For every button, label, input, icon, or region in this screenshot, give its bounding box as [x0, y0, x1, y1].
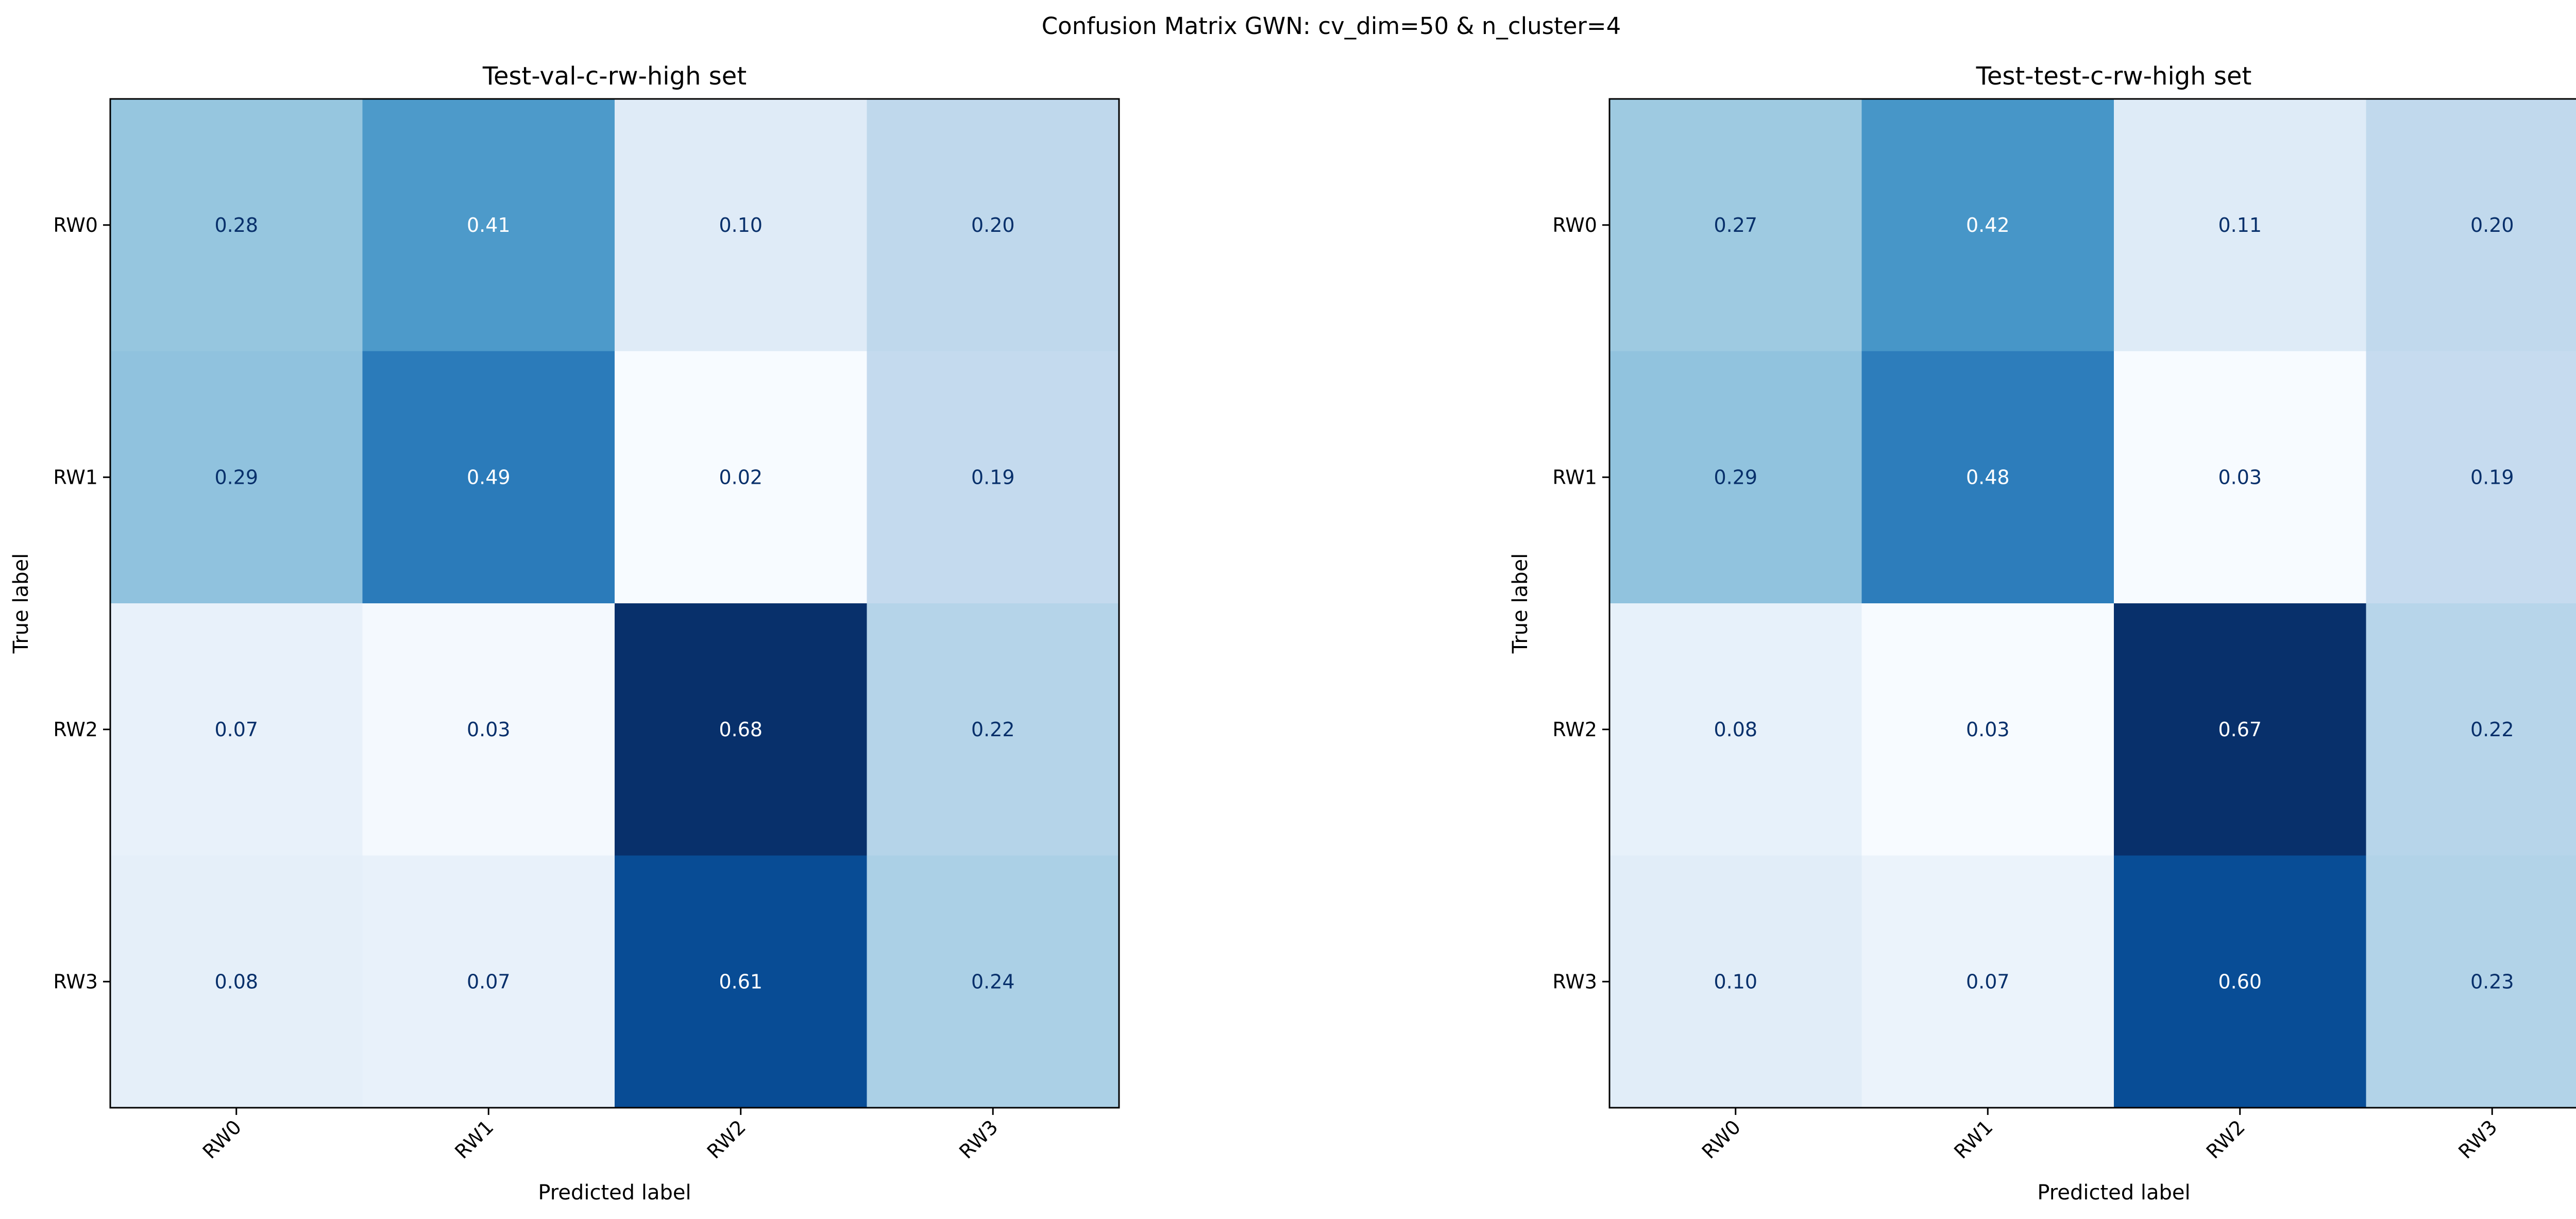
heatmap-cell: [2114, 99, 2366, 351]
heatmap-cell: [2366, 855, 2576, 1108]
panel-title: Test-test-c-rw-high set: [1976, 62, 2252, 91]
heatmap-cell: [1609, 855, 1862, 1108]
x-axis-label: Predicted label: [2037, 1181, 2190, 1205]
heatmap-cell: [362, 351, 615, 604]
heatmap-cell: [2366, 99, 2576, 351]
heatmap-cell: [1861, 351, 2114, 604]
cell-value-label: 0.19: [2470, 466, 2514, 488]
cell-value-label: 0.07: [1966, 970, 2010, 993]
heatmap-cell: [867, 351, 1120, 604]
cell-value-label: 0.07: [467, 970, 511, 993]
cell-value-label: 0.29: [1714, 466, 1757, 488]
cell-value-label: 0.03: [2218, 466, 2262, 488]
heatmap-cell: [867, 603, 1120, 856]
cell-value-label: 0.29: [214, 466, 258, 488]
plot-frame: [1608, 98, 2576, 1109]
cell-value-label: 0.23: [2470, 970, 2514, 993]
heatmap-panel-2: 0.27 0.42 0.11 0.20 0.29 0.48 0.03 0.19 0.08 0.03…: [1509, 62, 2576, 1205]
cell-value-label: 0.22: [971, 718, 1015, 741]
heatmap-cell: [2114, 351, 2366, 604]
y-tick-label: RW3: [1552, 970, 1597, 993]
cell-value-label: 0.27: [1714, 214, 1757, 236]
plot-frame: [109, 98, 1120, 1109]
cell-value-label: 0.11: [2218, 214, 2262, 236]
heatmap-cell: [1609, 99, 1862, 351]
y-tick-label: RW1: [1552, 466, 1597, 488]
heatmap-cell: [1861, 99, 2114, 351]
heatmap-cell: [1609, 603, 1862, 856]
cell-value-label: 0.08: [1714, 718, 1757, 741]
heatmap-cell: [615, 99, 867, 351]
heatmap-cell: [362, 99, 615, 351]
cell-value-label: 0.03: [467, 718, 511, 741]
cell-value-label: 0.10: [1714, 970, 1757, 993]
heatmap-cell: [615, 855, 867, 1108]
panel-title: Test-val-c-rw-high set: [482, 62, 747, 91]
y-tick-label: RW0: [53, 214, 98, 236]
cell-value-label: 0.19: [971, 466, 1015, 488]
heatmap-cell: [615, 603, 867, 856]
cell-value-label: 0.07: [214, 718, 258, 741]
y-tick-label: RW2: [1552, 718, 1597, 741]
x-axis-label: Predicted label: [538, 1181, 691, 1205]
cell-value-label: 0.08: [214, 970, 258, 993]
heatmap-cell: [2366, 351, 2576, 604]
heatmap-panel-1: 0.28 0.41 0.10 0.20 0.29 0.49 0.02 0.19 0.07 0.03…: [9, 62, 1120, 1205]
heatmap-cell: [110, 351, 363, 604]
heatmap-cell: [1861, 603, 2114, 856]
cell-value-label: 0.68: [719, 718, 762, 741]
heatmap-cell: [867, 855, 1120, 1108]
y-tick-label: RW3: [53, 970, 98, 993]
y-axis-label: True label: [1509, 553, 1532, 654]
panels: 0.28 0.41 0.10 0.20 0.29 0.49 0.02 0.19 0.07 0.03…: [9, 62, 2576, 1205]
heatmap-cell: [1861, 855, 2114, 1108]
heatmap-cell: [1609, 351, 1862, 604]
cell-value-label: 0.28: [214, 214, 258, 236]
heatmap-cell: [110, 99, 363, 351]
cell-value-label: 0.67: [2218, 718, 2262, 741]
cell-value-label: 0.61: [719, 970, 762, 993]
cell-value-label: 0.10: [719, 214, 762, 236]
heatmap-cell: [110, 855, 363, 1108]
heatmap-cell: [362, 855, 615, 1108]
y-tick-label: RW0: [1552, 214, 1597, 236]
heatmap-cell: [362, 603, 615, 856]
y-tick-label: RW1: [53, 466, 98, 488]
cell-value-label: 0.20: [971, 214, 1015, 236]
cell-value-label: 0.20: [2470, 214, 2514, 236]
heatmap-cell: [2114, 603, 2366, 856]
cell-value-label: 0.41: [467, 214, 511, 236]
heatmap-cell: [110, 603, 363, 856]
heatmap-cell: [615, 351, 867, 604]
cell-value-label: 0.49: [467, 466, 511, 488]
y-tick-label: RW2: [53, 718, 98, 741]
cell-value-label: 0.22: [2470, 718, 2514, 741]
heatmap-cell: [2366, 603, 2576, 856]
cell-value-label: 0.42: [1966, 214, 2010, 236]
heatmap-cell: [867, 99, 1120, 351]
cell-value-label: 0.60: [2218, 970, 2262, 993]
cell-value-label: 0.03: [1966, 718, 2010, 741]
y-axis-label: True label: [9, 553, 33, 654]
figure-suptitle: Confusion Matrix GWN: cv_dim=50 & n_clus…: [1042, 12, 1621, 40]
heatmap-cell: [2114, 855, 2366, 1108]
cell-value-label: 0.02: [719, 466, 762, 488]
cell-value-label: 0.24: [971, 970, 1015, 993]
cell-value-label: 0.48: [1966, 466, 2010, 488]
